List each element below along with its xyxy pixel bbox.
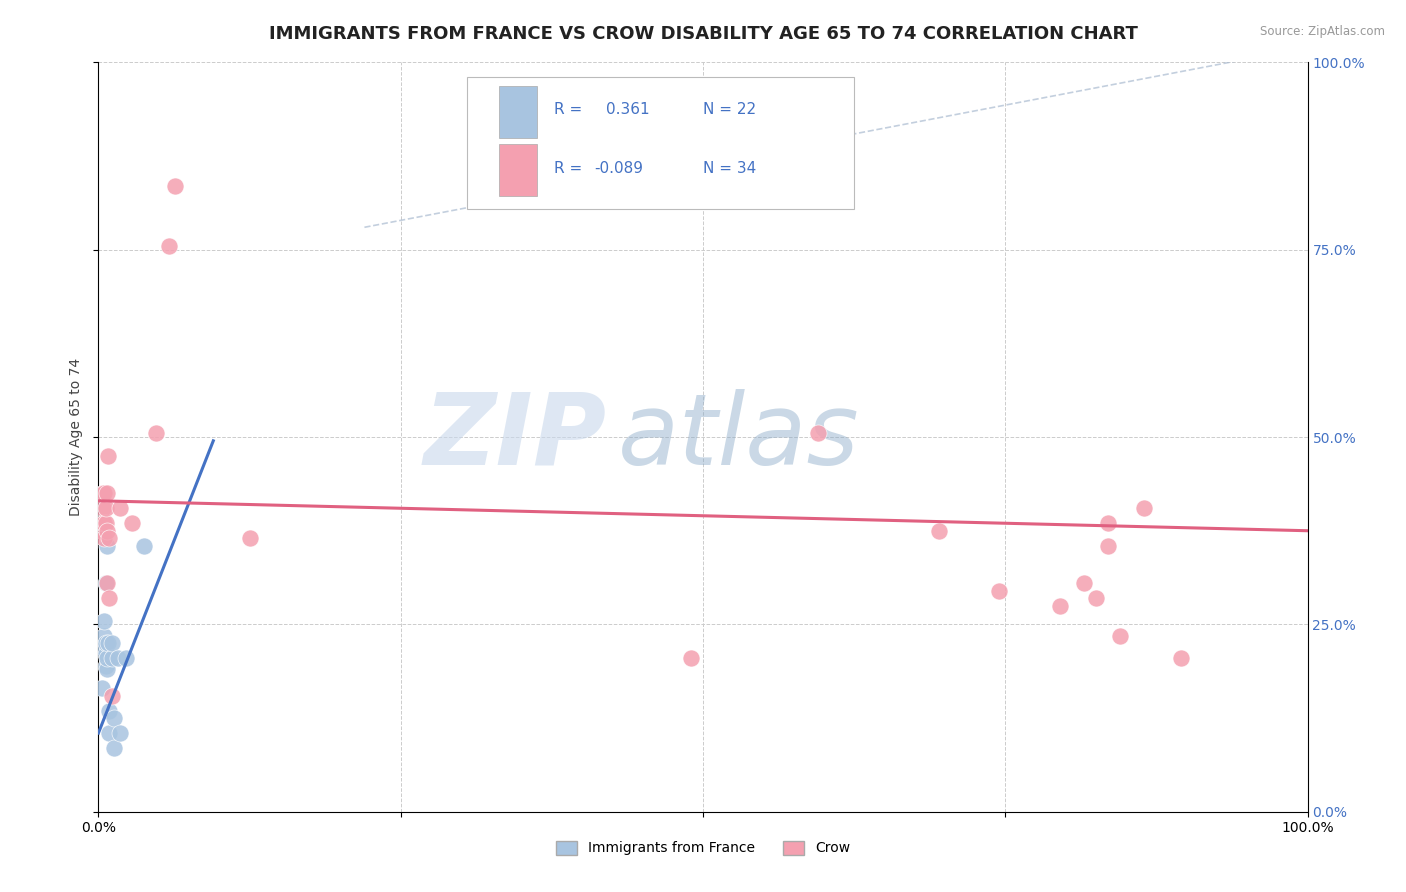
Point	[157, 239, 180, 253]
Point	[115, 651, 138, 665]
Point	[98, 531, 121, 545]
Point	[134, 539, 156, 553]
FancyBboxPatch shape	[467, 78, 855, 209]
Point	[96, 651, 118, 665]
Point	[91, 681, 114, 695]
Point	[145, 426, 167, 441]
Point	[103, 741, 125, 756]
Point	[94, 636, 117, 650]
Point	[93, 629, 115, 643]
Text: R =: R =	[554, 161, 582, 176]
Point	[98, 704, 121, 718]
Point	[93, 531, 115, 545]
Point	[1085, 591, 1108, 606]
Text: N = 34: N = 34	[703, 161, 756, 176]
Point	[93, 614, 115, 628]
Text: 0.361: 0.361	[606, 103, 650, 118]
Point	[97, 636, 120, 650]
Point	[100, 651, 122, 665]
Point	[98, 726, 121, 740]
Point	[91, 524, 114, 538]
Point	[988, 583, 1011, 598]
Point	[93, 486, 115, 500]
Point	[96, 539, 118, 553]
FancyBboxPatch shape	[499, 86, 537, 137]
Point	[98, 591, 121, 606]
Point	[100, 636, 122, 650]
Point	[807, 426, 830, 441]
Point	[96, 662, 118, 676]
Point	[94, 501, 117, 516]
Point	[97, 449, 120, 463]
Point	[91, 486, 114, 500]
Point	[163, 179, 186, 194]
Point	[91, 501, 114, 516]
Point	[239, 531, 262, 545]
Point	[96, 524, 118, 538]
Point	[100, 689, 122, 703]
Point	[107, 651, 129, 665]
Point	[96, 486, 118, 500]
FancyBboxPatch shape	[499, 144, 537, 195]
Point	[94, 648, 117, 662]
Point	[1097, 539, 1119, 553]
Point	[928, 524, 950, 538]
Text: Source: ZipAtlas.com: Source: ZipAtlas.com	[1260, 25, 1385, 38]
Point	[108, 726, 131, 740]
Point	[94, 576, 117, 591]
Y-axis label: Disability Age 65 to 74: Disability Age 65 to 74	[69, 358, 83, 516]
Point	[91, 516, 114, 531]
Point	[108, 501, 131, 516]
Text: ZIP: ZIP	[423, 389, 606, 485]
Legend: Immigrants from France, Crow: Immigrants from France, Crow	[551, 835, 855, 861]
Point	[91, 640, 114, 654]
Point	[93, 516, 115, 531]
Point	[1073, 576, 1095, 591]
Text: R =: R =	[554, 103, 582, 118]
Point	[1170, 651, 1192, 665]
Point	[1049, 599, 1071, 613]
Point	[1109, 629, 1132, 643]
Point	[103, 711, 125, 725]
Point	[121, 516, 143, 531]
Text: N = 22: N = 22	[703, 103, 756, 118]
Point	[94, 658, 117, 673]
Point	[1133, 501, 1156, 516]
Point	[679, 651, 702, 665]
Point	[96, 576, 118, 591]
Text: atlas: atlas	[619, 389, 860, 485]
Point	[1097, 516, 1119, 531]
Point	[94, 516, 117, 531]
Text: -0.089: -0.089	[595, 161, 643, 176]
Text: IMMIGRANTS FROM FRANCE VS CROW DISABILITY AGE 65 TO 74 CORRELATION CHART: IMMIGRANTS FROM FRANCE VS CROW DISABILIT…	[269, 25, 1137, 43]
